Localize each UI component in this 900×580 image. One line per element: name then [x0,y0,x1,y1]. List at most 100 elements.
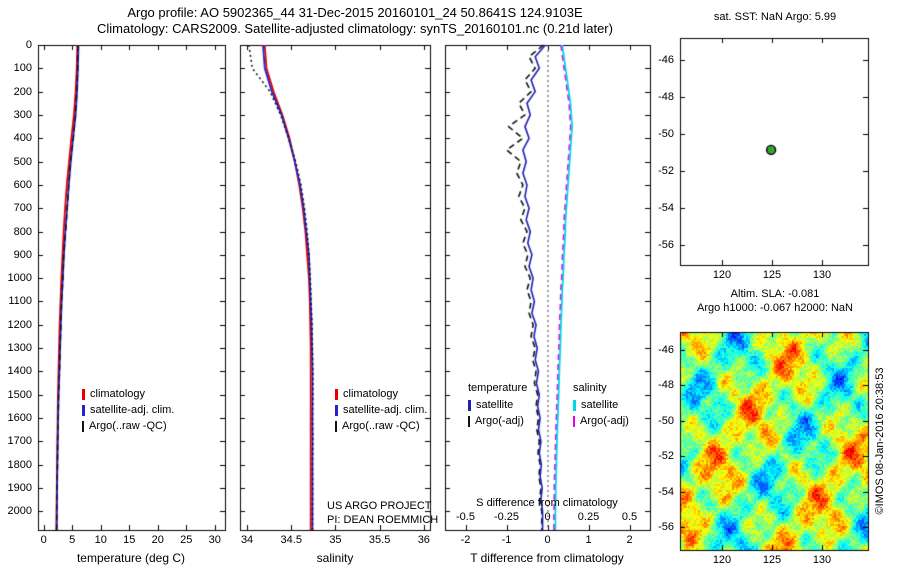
tick-label: -46 [658,343,674,356]
tick-label: 1200 [7,318,32,331]
tick-label: -2 [460,534,471,546]
tick-label: -50 [658,127,674,140]
tick-label: 34.5 [280,534,302,546]
tick-label: 2000 [7,505,32,518]
xlabel-t-difference: T difference from climatology [470,551,624,565]
tick-label: 1700 [7,435,32,448]
xlabel-salinity: salinity [316,551,354,565]
legend-salinity-panel: climatology satellite-adj. clim. Argo(..… [335,386,427,434]
tick-label: 1600 [7,412,32,425]
legend-row-climatology: climatology [82,386,174,402]
figure-title-line2: Climatology: CARS2009. Satellite-adjuste… [97,21,613,36]
tick-label: 35.5 [368,534,391,546]
tick-label: 0 [25,39,32,51]
tick-label: -0.5 [456,511,475,523]
xlabel-temperature: temperature (deg C) [76,551,186,565]
tick-label: 700 [13,202,32,215]
climatology-line-sample [335,388,338,400]
tick-label: -52 [658,450,674,463]
tick-label: 0.25 [577,511,600,523]
tick-label: 100 [13,62,32,75]
legend-row-t-argo: Argo(-adj) [468,413,527,429]
annotation-us-argo-project: US ARGO PROJECT [327,500,432,512]
tick-label: 900 [13,248,32,261]
legend-row-s-argo: Argo(-adj) [573,413,629,429]
tick-label: 30 [208,534,221,546]
tick-label: 400 [13,132,32,145]
tick-label: 1500 [7,388,32,401]
tick-label: 1 [585,534,592,546]
legend-label-s-satellite: satellite [581,399,619,411]
tick-label: -54 [658,485,674,498]
tick-label: 125 [762,269,782,281]
figure-title-line1: Argo profile: AO 5902365_44 31-Dec-2015 … [127,5,583,20]
tick-label: 1000 [7,272,32,285]
tick-label: -50 [658,414,674,427]
tick-label: -52 [658,164,674,177]
tick-label: 36 [417,534,430,546]
tick-label: 15 [123,534,136,546]
legend-label-s-argo: Argo(-adj) [580,415,629,427]
tick-label: 1100 [8,295,32,308]
tick-label: 2 [626,534,633,546]
legend-row-satellite-adj: satellite-adj. clim. [335,402,427,418]
argo-height-title: Argo h1000: -0.067 h2000: NaN [697,302,853,314]
s-difference-axis-label: S difference from climatology [476,497,618,509]
t-argo-line-sample [468,415,470,427]
tick-label: -48 [658,91,674,104]
tick-label: 130 [812,269,832,281]
legend-label-argo-raw: Argo(..raw -QC) [342,420,420,432]
legend-label-satellite-adj: satellite-adj. clim. [343,404,428,416]
tick-label: 0 [544,511,551,523]
legend-label-t-argo: Argo(-adj) [475,415,524,427]
tick-label: -46 [658,54,674,67]
legend-label-climatology: climatology [343,388,399,400]
satellite-adj-line-sample [335,404,338,416]
legend-label-argo-raw: Argo(..raw -QC) [89,420,167,432]
legend-difference-temperature: temperature satellite Argo(-adj) [468,382,527,429]
tick-label: -1 [501,534,512,546]
tick-label: 600 [13,178,32,191]
tick-label: 125 [762,554,782,566]
tick-label: 1800 [7,458,32,471]
legend-label-climatology: climatology [90,388,146,400]
legend-header-temperature: temperature [468,382,528,394]
legend-difference-salinity: salinity satellite Argo(-adj) [573,382,629,429]
climatology-line-sample [82,388,85,400]
tick-label: -56 [658,238,674,251]
s-satellite-line-sample [573,399,576,411]
legend-temperature-panel: climatology satellite-adj. clim. Argo(..… [82,386,174,434]
tick-label: 5 [69,534,76,546]
tick-label: 120 [712,554,732,566]
legend-label-satellite-adj: satellite-adj. clim. [90,404,175,416]
tick-label: -0.25 [493,511,520,523]
tick-label: 120 [712,269,732,281]
legend-header-salinity: salinity [573,382,607,394]
tick-label: 0.5 [621,511,638,523]
argo-raw-line-sample [82,420,84,432]
tick-label: -56 [658,520,674,533]
tick-label: 20 [151,534,164,546]
tick-label: 34 [240,534,254,546]
legend-row-argo-raw: Argo(..raw -QC) [82,418,174,434]
tick-label: 25 [180,534,193,546]
sla-title: Altim. SLA: -0.081 [730,288,820,300]
annotation-pi-name: PI: DEAN ROEMMICH [327,514,439,526]
tick-label: 1900 [7,482,32,495]
tick-label: 10 [94,534,107,546]
legend-row-t-satellite: satellite [468,397,527,413]
legend-row-argo-raw: Argo(..raw -QC) [335,418,427,434]
satellite-adj-line-sample [82,404,85,416]
legend-row-satellite-adj: satellite-adj. clim. [82,402,174,418]
tick-label: 1400 [7,365,32,378]
tick-label: 1300 [7,342,32,355]
tick-label: 35 [329,534,342,546]
tick-label: 0 [40,534,47,546]
tick-label: -54 [658,201,674,214]
tick-label: 800 [13,225,32,238]
tick-label: 300 [13,108,32,121]
argo-raw-line-sample [335,420,337,432]
imos-credit-text: ©IMOS 08-Jan-2016 20:38:53 [874,367,886,515]
